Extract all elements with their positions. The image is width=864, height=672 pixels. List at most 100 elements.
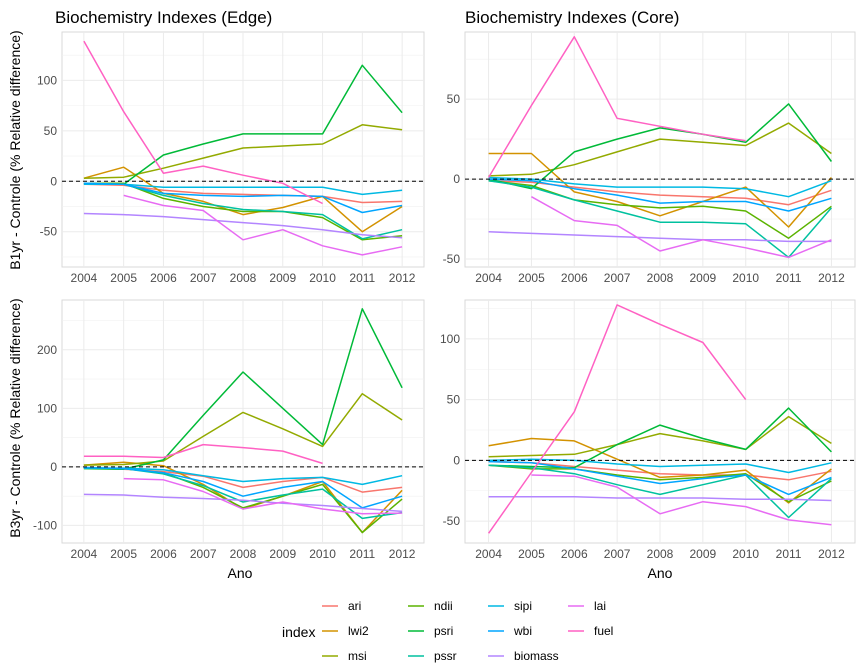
legend-item-sipi: sipi [488, 599, 532, 613]
y-tick-label: -50 [443, 252, 461, 266]
series-line-biomass [83, 212, 403, 239]
panel-title-edge-b1: Biochemistry Indexes (Edge) [55, 8, 272, 27]
x-tick-label: 2011 [776, 547, 802, 561]
series-line-fuel [83, 443, 323, 465]
x-tick-label: 2010 [309, 547, 336, 561]
series-line-fuel [83, 40, 323, 205]
legend-item-psri: psri [408, 624, 453, 638]
series-line-wbi [488, 460, 832, 496]
series-line-pssr [488, 464, 832, 519]
legend-label-lai: lai [594, 599, 606, 613]
x-tick-label: 2010 [309, 271, 336, 285]
series-line-pssr [488, 179, 832, 259]
legend-item-fuel: fuel [568, 624, 613, 638]
x-tick-label: 2005 [110, 271, 137, 285]
legend-item-lwi2: lwi2 [322, 624, 369, 638]
x-tick-label: 2007 [604, 271, 631, 285]
y-tick-label: 200 [37, 343, 57, 357]
series-line-psri [83, 308, 403, 470]
legend: ari lwi2 msi ndii psri pssr sipi wbi biomass lai f… [322, 599, 613, 663]
panel-core_b3: -50 0 50 100 2004 2005 2006 2007 2008 2009 2010 201… [440, 299, 856, 561]
series-line-msi [488, 122, 832, 177]
x-tick-label: 2011 [776, 271, 802, 285]
series-line-fuel [487, 304, 747, 534]
x-tick-label: 2004 [71, 271, 98, 285]
legend-label-psri: psri [434, 624, 453, 638]
series-line-ndii [488, 179, 832, 239]
series-line-lai [123, 194, 403, 256]
series-line-psri [83, 64, 403, 186]
x-tick-label: 2009 [690, 547, 717, 561]
y-axis-title-top: B1yr - Controle (% Relative difference) [7, 30, 23, 269]
y-tick-label: 100 [37, 73, 57, 87]
y-tick-label: 0 [50, 460, 57, 474]
legend-item-pssr: pssr [408, 649, 457, 663]
series-line-lai [531, 196, 832, 259]
series-line-msi [83, 392, 403, 466]
panel-edge_b3: -100 0 100 200 2004 2005 2006 2007 2008 2009 2010 2… [33, 299, 425, 561]
legend-label-ndii: ndii [434, 599, 453, 613]
x-tick-label: 2004 [475, 271, 502, 285]
x-tick-label: 2008 [647, 547, 674, 561]
x-tick-label: 2008 [647, 271, 674, 285]
x-tick-label: 2005 [110, 547, 137, 561]
x-tick-label: 2006 [561, 271, 588, 285]
x-tick-label: 2009 [269, 271, 296, 285]
panels-layer: -50 0 50 100 2004 2005 2006 2007 2008 2009 2010 201… [33, 31, 856, 561]
x-tick-label: 2007 [604, 547, 631, 561]
legend-label-ari: ari [348, 599, 361, 613]
series-line-ndii [488, 464, 832, 503]
x-tick-label: 2008 [230, 547, 257, 561]
legend-item-ndii: ndii [408, 599, 453, 613]
x-tick-label: 2009 [269, 547, 296, 561]
series-line-lai [531, 474, 832, 526]
y-tick-label: 50 [447, 92, 461, 106]
panel-title-core-b1: Biochemistry Indexes (Core) [465, 8, 679, 27]
legend-label-wbi: wbi [513, 624, 532, 638]
x-tick-label: 2011 [349, 547, 375, 561]
x-tick-label: 2012 [818, 547, 845, 561]
x-tick-label: 2007 [190, 547, 217, 561]
legend-item-msi: msi [322, 649, 367, 663]
x-axis-title-right: Ano [648, 565, 673, 581]
x-tick-label: 2004 [71, 547, 98, 561]
x-tick-label: 2012 [389, 547, 416, 561]
series-line-wbi [83, 182, 403, 214]
y-axis-title-bottom: B3yr - Controle (% Relative difference) [7, 298, 23, 537]
x-tick-label: 2005 [518, 547, 545, 561]
series-line-psri [488, 103, 833, 190]
series-line-wbi [83, 466, 403, 509]
y-tick-label: -50 [40, 225, 58, 239]
series-line-sipi [488, 176, 832, 198]
legend-label-lwi2: lwi2 [348, 624, 369, 638]
series-line-biomass [488, 496, 832, 502]
x-tick-label: 2008 [230, 271, 257, 285]
series-line-biomass [83, 493, 403, 513]
series-line-psri [488, 407, 832, 469]
series-line-lwi2 [83, 166, 403, 233]
legend-item-lai: lai [568, 599, 606, 613]
x-tick-label: 2006 [561, 547, 588, 561]
legend-title: index [282, 624, 315, 640]
y-tick-label: 100 [440, 332, 460, 346]
x-tick-label: 2011 [349, 271, 375, 285]
series-line-fuel [487, 36, 746, 178]
y-tick-label: 50 [447, 393, 461, 407]
x-tick-label: 2006 [150, 547, 177, 561]
x-tick-label: 2004 [475, 547, 502, 561]
x-tick-label: 2012 [818, 271, 845, 285]
series-line-wbi [488, 178, 832, 212]
y-tick-label: 0 [453, 453, 460, 467]
legend-label-biomass: biomass [514, 649, 559, 663]
panel-edge_b1: -50 0 50 100 2004 2005 2006 2007 2008 2009 2010 201… [37, 31, 425, 285]
series-line-ari [488, 460, 832, 481]
legend-item-wbi: wbi [488, 624, 532, 638]
x-tick-label: 2006 [150, 271, 177, 285]
series-line-sipi [488, 458, 832, 474]
x-tick-label: 2012 [389, 271, 416, 285]
legend-label-sipi: sipi [514, 599, 532, 613]
y-tick-label: 0 [453, 172, 460, 186]
legend-label-pssr: pssr [434, 649, 457, 663]
legend-label-fuel: fuel [594, 624, 613, 638]
